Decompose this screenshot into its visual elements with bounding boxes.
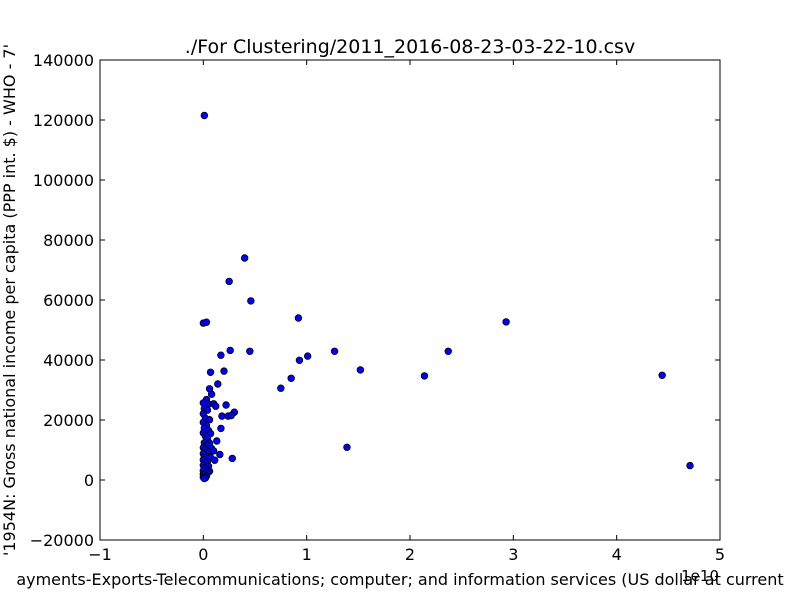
- y-tick-label-7: 120000: [33, 111, 94, 130]
- x-tick-label-3: 2: [405, 545, 415, 564]
- data-point-22: [277, 384, 285, 392]
- data-point-1: [240, 254, 249, 262]
- x-tick-label-0: −1: [88, 545, 112, 564]
- data-point-5: [202, 318, 211, 326]
- data-point-2: [225, 277, 233, 286]
- data-point-24: [207, 390, 216, 398]
- data-point-9: [246, 347, 254, 355]
- ticks-layer: −1 0 1 2 3 4 5 −20000 0 20000 40000 60000 80000 10000…: [30, 51, 725, 564]
- points-layer: [199, 111, 694, 483]
- data-point-11: [304, 352, 312, 360]
- x-tick-label-4: 3: [508, 545, 518, 564]
- data-point-6: [294, 314, 303, 322]
- data-point-3: [247, 297, 255, 305]
- y-tick-label-2: 20000: [43, 411, 94, 430]
- data-point-60: [216, 450, 224, 459]
- x-tick-label-6: 5: [715, 545, 725, 564]
- y-tick-label-5: 80000: [43, 231, 94, 250]
- data-point-18: [420, 372, 429, 380]
- data-point-49: [213, 437, 221, 445]
- data-point-0: [200, 111, 209, 120]
- x-tick-label-1: 0: [198, 545, 208, 564]
- data-point-10: [217, 351, 225, 359]
- data-point-8: [226, 346, 234, 355]
- data-point-15: [356, 366, 365, 374]
- data-point-58: [209, 447, 218, 455]
- y-tick-label-6: 100000: [33, 171, 94, 190]
- y-tick-label-8: 140000: [33, 51, 94, 70]
- data-point-30: [212, 402, 220, 410]
- data-point-7: [502, 318, 510, 326]
- y-tick-label-1: 0: [84, 471, 94, 490]
- x-offset-label: 1e10: [681, 567, 719, 585]
- data-point-16: [220, 367, 228, 375]
- data-point-12: [295, 356, 304, 364]
- data-point-20: [287, 374, 295, 382]
- y-tick-label-4: 60000: [43, 291, 94, 310]
- y-axis-label: '1954N: Gross national income per capita…: [0, 44, 19, 556]
- chart-title: ./For Clustering/2011_2016-08-23-03-22-1…: [185, 36, 635, 58]
- x-tick-label-5: 4: [612, 545, 622, 564]
- data-point-69: [686, 461, 694, 470]
- data-point-13: [330, 347, 339, 355]
- data-point-37: [227, 411, 235, 420]
- y-tick-label-0: −20000: [30, 531, 94, 550]
- data-point-83: [200, 474, 209, 483]
- data-point-19: [658, 371, 666, 379]
- data-point-21: [214, 380, 222, 388]
- x-axis-label: ayments-Exports-Telecommunications; comp…: [16, 570, 783, 589]
- data-point-35: [218, 412, 226, 420]
- data-point-64: [228, 454, 236, 463]
- data-point-66: [210, 456, 219, 464]
- plot-frame: [99, 59, 721, 541]
- data-point-43: [217, 424, 225, 433]
- data-point-54: [343, 443, 351, 451]
- data-point-17: [206, 368, 215, 376]
- data-point-14: [444, 347, 452, 355]
- y-tick-label-3: 40000: [43, 351, 94, 370]
- x-tick-label-2: 1: [302, 545, 312, 564]
- data-point-39: [205, 416, 214, 424]
- data-point-29: [222, 401, 230, 409]
